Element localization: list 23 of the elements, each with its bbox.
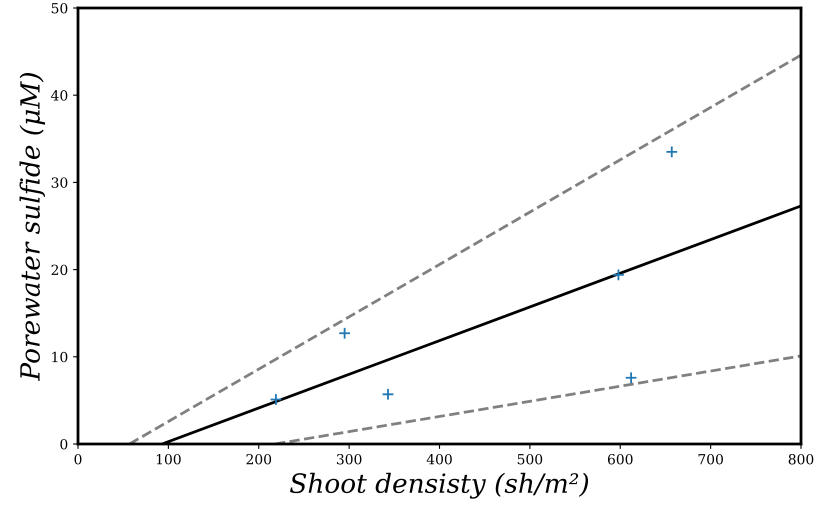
x-tick-label: 100	[156, 454, 181, 464]
point	[338, 326, 351, 340]
x-tick-label: 400	[426, 454, 452, 464]
x-tick-label: 500	[518, 454, 542, 464]
x-tick-label: 800	[788, 454, 814, 464]
point	[382, 388, 394, 401]
x-tick-label: 700	[698, 454, 723, 464]
point	[270, 393, 282, 406]
x-tick-label: 0	[74, 454, 82, 464]
x-tick-label: 200	[246, 454, 272, 464]
y-tick-label: 10	[52, 352, 68, 362]
point	[612, 268, 625, 282]
y-tick-label: 30	[52, 177, 68, 188]
x-tick-label: 600	[608, 454, 633, 464]
point	[665, 146, 678, 158]
y-axis-title: Porewater sulfide (μM)	[20, 73, 46, 382]
y-tick-label: 40	[51, 90, 68, 101]
y-tick-label: 50	[52, 2, 68, 14]
point	[624, 371, 638, 384]
y-tick-label: 20	[52, 264, 68, 276]
y-tick-label: 0	[60, 438, 68, 450]
x-axis-title: Shoot densisty (sh/m²)	[290, 472, 588, 499]
x-tick-label: 300	[336, 454, 362, 464]
